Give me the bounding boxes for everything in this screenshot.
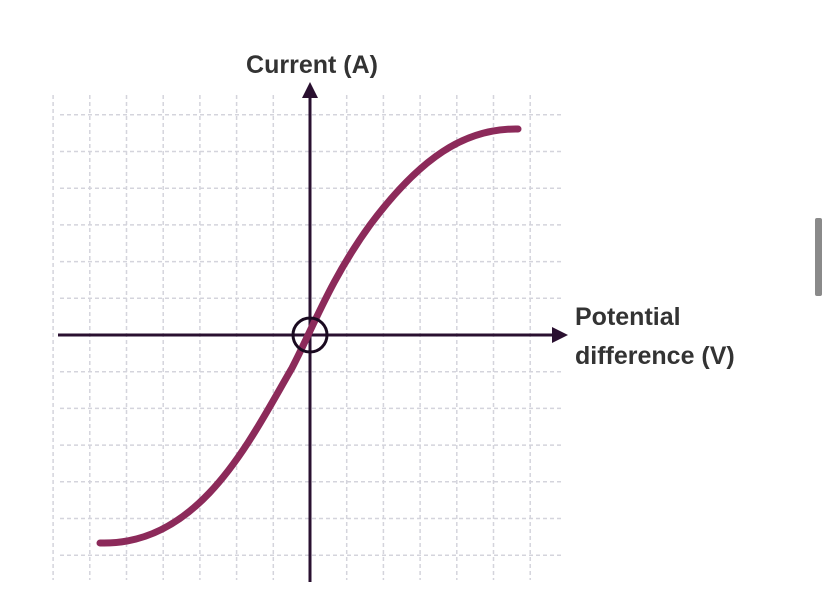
origin-marker bbox=[291, 316, 329, 354]
x-axis-arrow bbox=[552, 327, 568, 343]
scrollbar[interactable] bbox=[815, 218, 822, 296]
y-axis-label: Current (A) bbox=[246, 51, 378, 79]
x-axis-label-line: difference (V) bbox=[575, 342, 735, 370]
iv-curve bbox=[96, 125, 522, 547]
x-axis-label-line: Potential bbox=[575, 303, 681, 331]
y-axis-arrow bbox=[302, 82, 318, 98]
